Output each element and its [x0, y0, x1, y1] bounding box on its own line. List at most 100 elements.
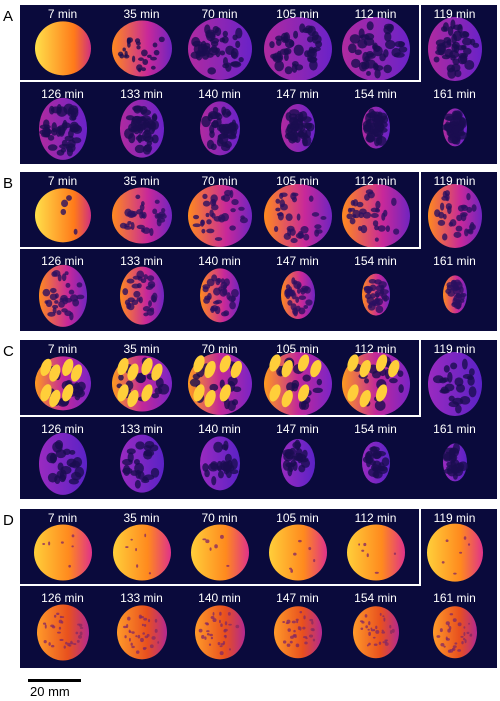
sample-body: [426, 523, 483, 582]
sample-image: [280, 270, 315, 319]
time-label: 147 min: [276, 422, 319, 436]
time-label: 133 min: [120, 422, 163, 436]
sample-image: [34, 20, 91, 75]
sample-image: [427, 351, 482, 416]
scale-bar-label: 20 mm: [30, 684, 70, 699]
sample-image: [36, 603, 89, 660]
time-label: 105 min: [276, 342, 319, 356]
sample-image: [361, 273, 390, 316]
sample-body: [34, 187, 91, 242]
frame-tile: 140 min: [180, 85, 259, 164]
frame-tile: 147 min: [258, 252, 337, 331]
frame-tile: 7 min: [23, 340, 102, 419]
sample-image: [199, 267, 240, 322]
frame-tile: 140 min: [180, 589, 259, 668]
frame-tile: 112 min: [336, 172, 415, 251]
frame-tile: 161 min: [415, 85, 494, 164]
sample-image: [361, 106, 390, 149]
frame-tile: 105 min: [258, 5, 337, 84]
time-label: 133 min: [120, 254, 163, 268]
panel-a: 7 min 35 min 70 min 105 min 112 min 119 min 12…: [20, 5, 497, 164]
time-label: 126 min: [41, 254, 84, 268]
scale-bar: [28, 679, 81, 682]
time-label: 147 min: [276, 254, 319, 268]
panel-letter: D: [3, 512, 14, 529]
frame-tile: 147 min: [258, 420, 337, 499]
frame-tile: 154 min: [336, 589, 415, 668]
sample-image: [361, 441, 390, 484]
time-label: 154 min: [354, 422, 397, 436]
frame-tile: 154 min: [336, 252, 415, 331]
panel-letter: C: [3, 343, 14, 360]
frame-tile: 119 min: [415, 172, 494, 251]
sample-image: [34, 187, 91, 242]
time-label: 126 min: [41, 591, 84, 605]
time-label: 105 min: [276, 7, 319, 21]
frame-tile: 161 min: [415, 420, 494, 499]
sample-image: [352, 605, 399, 658]
sample-image: [34, 355, 91, 410]
sample-image: [187, 352, 252, 415]
sample-image: [346, 523, 405, 580]
frame-tile: 133 min: [102, 252, 181, 331]
sample-image: [341, 16, 410, 81]
frame-tile: 112 min: [336, 340, 415, 419]
sample-image: [426, 523, 483, 582]
time-label: 35 min: [123, 511, 160, 525]
time-label: 112 min: [354, 7, 397, 21]
time-label: 147 min: [276, 591, 319, 605]
sample-image: [194, 604, 245, 659]
frame-tile: 147 min: [258, 85, 337, 164]
frame-tile: 7 min: [23, 5, 102, 84]
frame-tile: 7 min: [23, 172, 102, 251]
sample-body: [116, 604, 167, 659]
sample-body: [273, 605, 322, 658]
time-label: 119 min: [433, 511, 476, 525]
time-label: 119 min: [433, 174, 476, 188]
frame-tile: 105 min: [258, 509, 337, 588]
frame-tile: 161 min: [415, 589, 494, 668]
sample-image: [199, 100, 240, 155]
sample-image: [119, 266, 164, 325]
panel-c: 7 min 35 min 70 min 105 min 112 min 119 min 12…: [20, 340, 497, 499]
frame-tile: 126 min: [23, 252, 102, 331]
time-label: 35 min: [123, 7, 160, 21]
time-label: 126 min: [41, 422, 84, 436]
time-label: 140 min: [198, 87, 241, 101]
time-label: 105 min: [276, 511, 319, 525]
frame-tile: 112 min: [336, 5, 415, 84]
sample-image: [263, 351, 332, 416]
time-label: 112 min: [354, 342, 397, 356]
sample-image: [199, 435, 240, 490]
frame-tile: 35 min: [102, 340, 181, 419]
frame-tile: 119 min: [415, 5, 494, 84]
frame-tile: 133 min: [102, 589, 181, 668]
frame-tile: 140 min: [180, 420, 259, 499]
time-label: 154 min: [354, 87, 397, 101]
sample-image: [111, 354, 172, 411]
frame-tile: 126 min: [23, 85, 102, 164]
sample-image: [280, 438, 315, 487]
sample-body: [268, 523, 327, 580]
sample-body: [112, 523, 171, 580]
time-label: 35 min: [123, 174, 160, 188]
time-label: 70 min: [201, 7, 238, 21]
sample-image: [263, 183, 332, 248]
frame-tile: 35 min: [102, 509, 181, 588]
frame-tile: 147 min: [258, 589, 337, 668]
sample-body: [34, 20, 91, 75]
panel-letter: B: [3, 175, 14, 192]
time-label: 119 min: [433, 342, 476, 356]
time-label: 154 min: [354, 591, 397, 605]
time-label: 105 min: [276, 174, 319, 188]
frame-tile: 105 min: [258, 172, 337, 251]
sample-image: [280, 103, 315, 152]
frame-tile: 112 min: [336, 509, 415, 588]
sample-body: [111, 19, 172, 76]
time-label: 112 min: [354, 174, 397, 188]
sample-image: [33, 523, 92, 580]
time-label: 7 min: [47, 342, 78, 356]
time-label: 7 min: [47, 174, 78, 188]
time-label: 126 min: [41, 87, 84, 101]
frame-tile: 70 min: [180, 509, 259, 588]
